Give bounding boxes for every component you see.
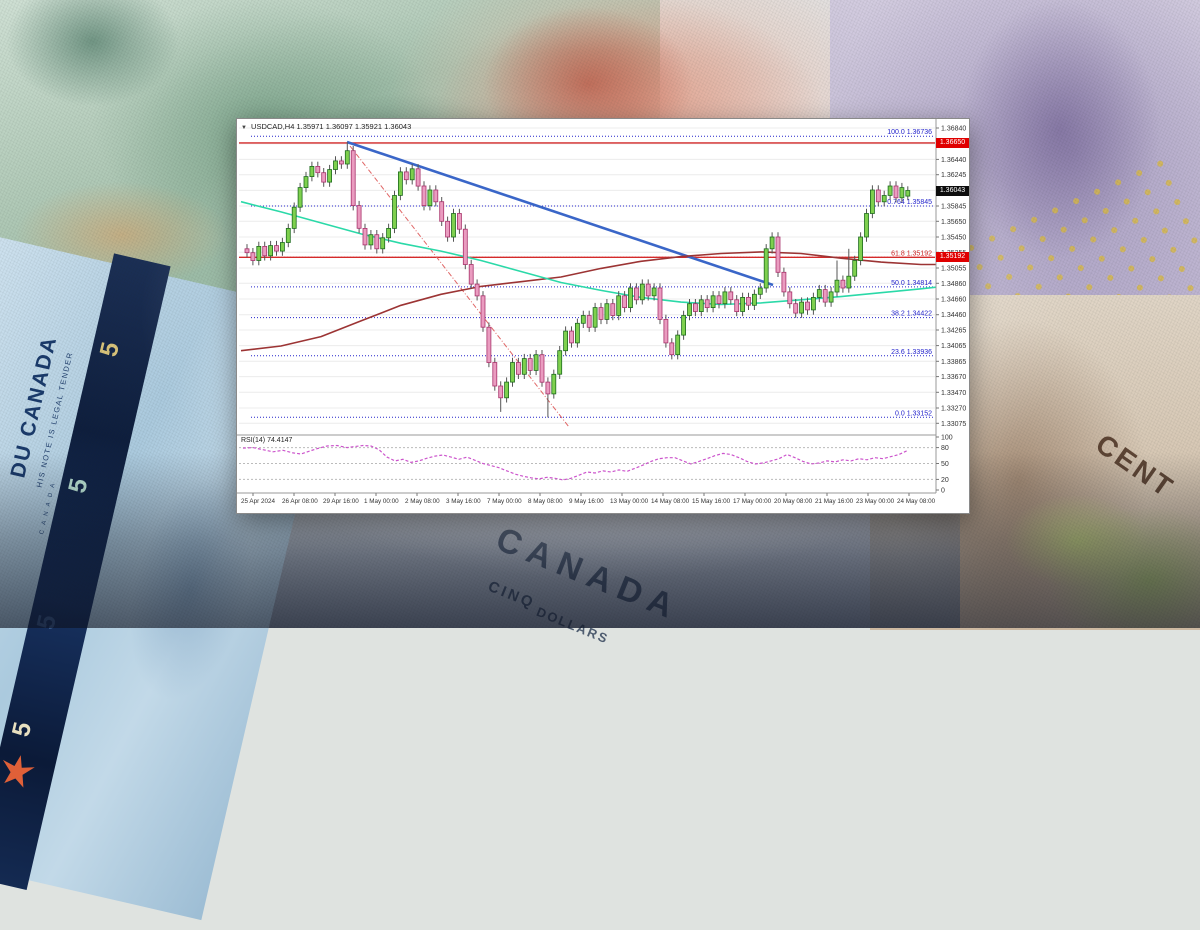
- chart-symbol-timeframe: USDCAD,H4: [251, 122, 295, 131]
- svg-text:0: 0: [941, 488, 945, 495]
- svg-text:14 May 08:00: 14 May 08:00: [651, 498, 690, 505]
- svg-text:1.36840: 1.36840: [941, 126, 966, 133]
- price-chart-svg[interactable]: 100.0 1.36736 0.764 1.35845 61.8 1.35192 50…: [237, 119, 969, 513]
- symbol-dropdown-icon[interactable]: ▼: [241, 125, 247, 131]
- svg-text:1.35650: 1.35650: [941, 219, 966, 226]
- price-axis-labels: 1.368401.366401.364401.362451.360451.358…: [936, 126, 966, 428]
- svg-text:1.33865: 1.33865: [941, 359, 966, 366]
- svg-text:1.34460: 1.34460: [941, 312, 966, 319]
- rsi-value: 74.4147: [267, 437, 293, 444]
- svg-text:1.33470: 1.33470: [941, 390, 966, 397]
- svg-text:1.33075: 1.33075: [941, 421, 966, 428]
- svg-text:0.764 1.35845: 0.764 1.35845: [887, 199, 932, 206]
- svg-text:3 May 16:00: 3 May 16:00: [446, 498, 481, 505]
- svg-text:100: 100: [941, 435, 953, 442]
- rsi-panel: 100 80 50 20 0: [239, 435, 953, 495]
- svg-text:20 May 08:00: 20 May 08:00: [774, 498, 813, 505]
- svg-text:61.8 1.35192: 61.8 1.35192: [891, 250, 932, 257]
- rsi-name: RSI(14): [241, 437, 266, 444]
- svg-text:50: 50: [941, 461, 949, 468]
- svg-text:2 May 08:00: 2 May 08:00: [405, 498, 440, 505]
- svg-text:50.0 1.34814: 50.0 1.34814: [891, 280, 932, 287]
- ohlc-close: 1.36043: [384, 122, 412, 131]
- svg-text:80: 80: [941, 445, 949, 452]
- svg-text:23.6 1.33936: 23.6 1.33936: [891, 349, 932, 356]
- svg-text:24 May 08:00: 24 May 08:00: [897, 498, 936, 505]
- descending-trendline: [346, 140, 774, 287]
- resistance-lines: [239, 142, 935, 259]
- ohlc-open: 1.35971: [296, 122, 324, 131]
- svg-text:1.35450: 1.35450: [941, 235, 966, 242]
- svg-text:1.33670: 1.33670: [941, 374, 966, 381]
- svg-text:20: 20: [941, 477, 949, 484]
- svg-text:0.0 1.33152: 0.0 1.33152: [895, 410, 932, 417]
- time-axis-labels: 25 Apr 2024 26 Apr 08:00 29 Apr 16:00 1 May…: [241, 493, 936, 505]
- mt4-chart-window[interactable]: 100.0 1.36736 0.764 1.35845 61.8 1.35192 50…: [236, 118, 970, 514]
- chart-title: ▼ USDCAD,H4 1.35971 1.36097 1.35921 1.36…: [241, 122, 411, 131]
- svg-text:17 May 00:00: 17 May 00:00: [733, 498, 772, 505]
- svg-text:1.34660: 1.34660: [941, 297, 966, 304]
- price-badge-current: 1.36043: [936, 185, 969, 196]
- ohlc-low: 1.35921: [354, 122, 383, 131]
- svg-text:1.35845: 1.35845: [941, 204, 966, 211]
- rsi-line: [242, 444, 908, 481]
- svg-text:100.0 1.36736: 100.0 1.36736: [887, 129, 932, 136]
- price-badge-resistance-upper: 1.36650: [936, 137, 969, 148]
- svg-text:1.35055: 1.35055: [941, 266, 966, 273]
- svg-text:9 May 16:00: 9 May 16:00: [569, 498, 604, 505]
- svg-text:7 May 00:00: 7 May 00:00: [487, 498, 522, 505]
- svg-text:25 Apr 2024: 25 Apr 2024: [241, 498, 275, 505]
- svg-text:1 May 00:00: 1 May 00:00: [364, 498, 399, 505]
- svg-text:1.36440: 1.36440: [941, 157, 966, 164]
- grid-lines: [239, 127, 935, 424]
- rsi-indicator-label: RSI(14) 74.4147: [241, 437, 292, 444]
- price-badge-resistance-lower: 1.35192: [936, 252, 969, 263]
- svg-text:1.34860: 1.34860: [941, 281, 966, 288]
- svg-text:23 May 00:00: 23 May 00:00: [856, 498, 895, 505]
- svg-text:38.2 1.34422: 38.2 1.34422: [891, 311, 932, 318]
- svg-text:1.34265: 1.34265: [941, 328, 966, 335]
- svg-text:15 May 16:00: 15 May 16:00: [692, 498, 731, 505]
- svg-text:13 May 00:00: 13 May 00:00: [610, 498, 649, 505]
- svg-text:8 May 08:00: 8 May 08:00: [528, 498, 563, 505]
- svg-text:1.34065: 1.34065: [941, 343, 966, 350]
- svg-text:29 Apr 16:00: 29 Apr 16:00: [323, 498, 359, 505]
- svg-text:26 Apr 08:00: 26 Apr 08:00: [282, 498, 318, 505]
- svg-text:21 May 16:00: 21 May 16:00: [815, 498, 854, 505]
- svg-text:1.36245: 1.36245: [941, 172, 966, 179]
- ohlc-high: 1.36097: [325, 122, 353, 131]
- svg-text:1.33270: 1.33270: [941, 406, 966, 413]
- fast-moving-average: [240, 200, 937, 306]
